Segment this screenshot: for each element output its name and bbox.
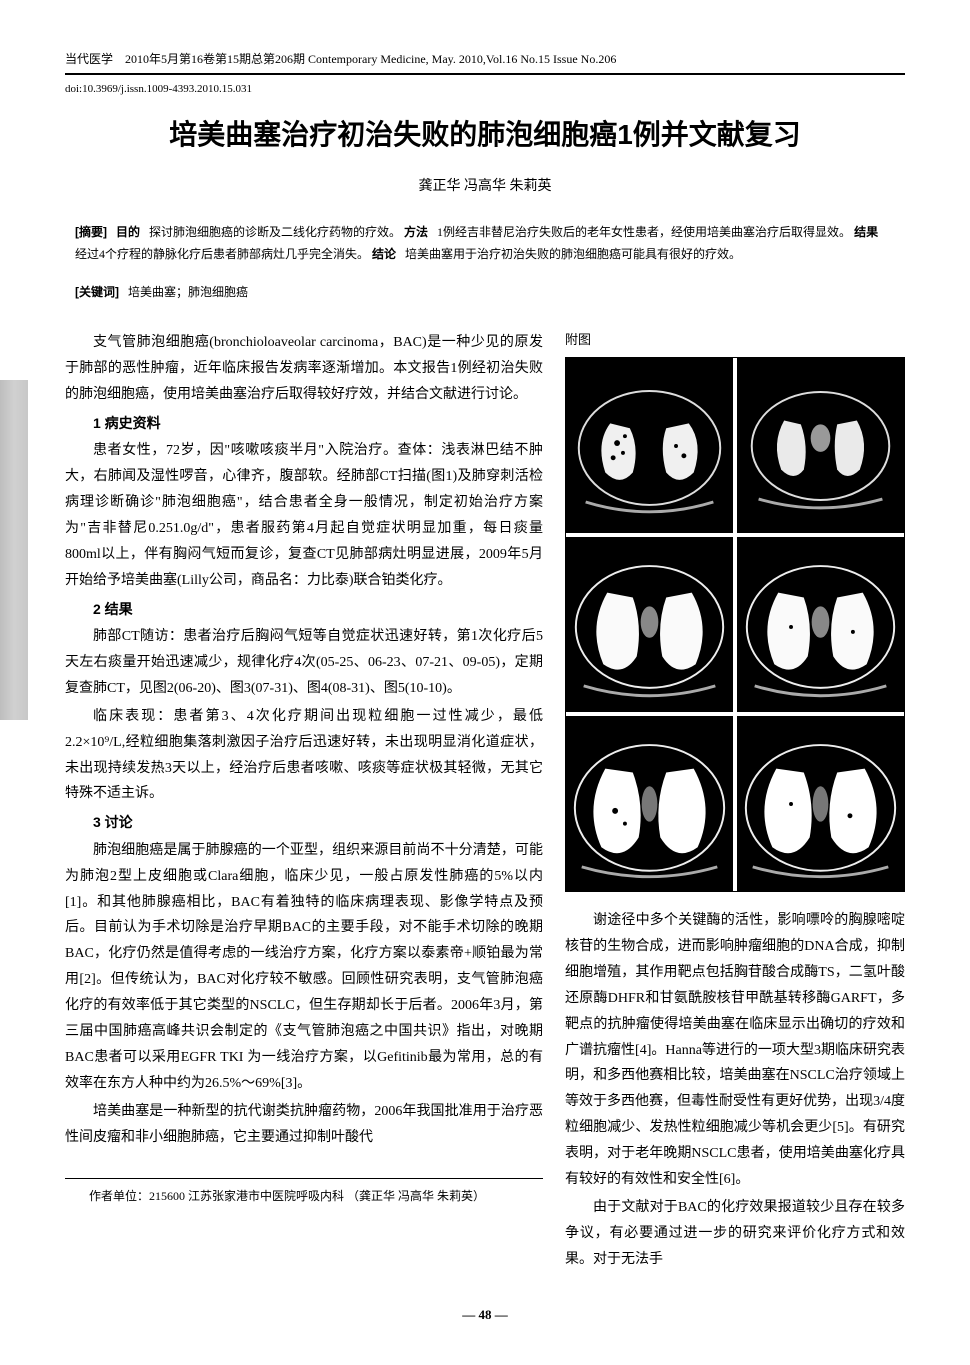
author-affiliation: 作者单位：215600 江苏张家港市中医院呼吸内科 （龚正华 冯高华 朱莉英） [65,1178,543,1206]
ct-scan-1 [566,358,733,533]
methods-text: 1例经吉非替尼治疗失败后的老年女性患者，经使用培美曲塞治疗后取得显效。 [437,225,851,239]
ct-scan-grid [565,357,905,892]
doi: doi:10.3969/j.issn.1009-4393.2010.15.031 [65,81,905,99]
conclusion-text: 培美曲塞用于治疗初治失败的肺泡细胞癌可能具有很好的疗效。 [405,247,741,261]
ct-scan-2 [737,358,904,533]
section-1-p1: 患者女性，72岁，因"咳嗽咳痰半月"入院治疗。查体：浅表淋巴结不肿大，右肺闻及湿… [65,438,543,593]
authors: 龚正华 冯高华 朱莉英 [65,176,905,198]
keywords-text: 培美曲塞；肺泡细胞癌 [128,285,248,299]
section-2-heading: 2 结果 [65,598,543,620]
ct-scan-3 [566,537,733,712]
right-p1: 谢途径中多个关键酶的活性，影响嘌呤的胸腺嘧啶核苷的生物合成，进而影响肿瘤细胞的D… [565,908,905,1193]
right-p2: 由于文献对于BAC的化疗效果报道较少且存在较多争议，有必要通过进一步的研究来评价… [565,1195,905,1273]
content-columns: 支气管肺泡细胞癌(bronchioloaveolar carcinoma，BAC… [65,330,905,1274]
conclusion-label: 结论 [372,247,396,261]
publication-info: 2010年5月第16卷第15期总第206期 Contemporary Medic… [125,52,616,66]
section-1-heading: 1 病史资料 [65,412,543,434]
right-column: 附图 [565,330,905,1274]
figure-label: 附图 [565,330,905,351]
keywords-label: [关键词] [75,285,119,299]
journal-name-cn: 当代医学 [65,52,113,66]
section-2-p2: 临床表现：患者第3、4次化疗期间出现粒细胞一过性减少，最低2.2×10⁹/L,经… [65,704,543,808]
section-3-heading: 3 讨论 [65,811,543,833]
ct-scan-5 [566,716,733,891]
section-3-p2: 培美曲塞是一种新型的抗代谢类抗肿瘤药物，2006年我国批准用于治疗恶性间皮瘤和非… [65,1099,543,1151]
abstract-block: [摘要] 目的 探讨肺泡细胞癌的诊断及二线化疗药物的疗效。 方法 1例经吉非替尼… [75,222,895,265]
section-2-p1: 肺部CT随访：患者治疗后胸闷气短等自觉症状迅速好转，第1次化疗后5天左右痰量开始… [65,624,543,702]
left-column: 支气管肺泡细胞癌(bronchioloaveolar carcinoma，BAC… [65,330,543,1274]
results-text: 经过4个疗程的静脉化疗后患者肺部病灶几乎完全消失。 [75,247,369,261]
intro-paragraph: 支气管肺泡细胞癌(bronchioloaveolar carcinoma，BAC… [65,330,543,408]
objective-text: 探讨肺泡细胞癌的诊断及二线化疗药物的疗效。 [149,225,401,239]
methods-label: 方法 [404,225,428,239]
results-label: 结果 [854,225,878,239]
objective-label: 目的 [116,225,140,239]
journal-header: 当代医学 2010年5月第16卷第15期总第206期 Contemporary … [65,50,905,75]
abstract-label: [摘要] [75,225,107,239]
keywords-block: [关键词] 培美曲塞；肺泡细胞癌 [75,283,895,302]
section-3-p1: 肺泡细胞癌是属于肺腺癌的一个亚型，组织来源目前尚不十分清楚，可能为肺泡2型上皮细… [65,838,543,1097]
ct-scan-6 [737,716,904,891]
article-title: 培美曲塞治疗初治失败的肺泡细胞癌1例并文献复习 [65,113,905,158]
page-number: — 48 — [65,1305,905,1326]
ct-scan-4 [737,537,904,712]
scan-artifact [0,380,28,720]
